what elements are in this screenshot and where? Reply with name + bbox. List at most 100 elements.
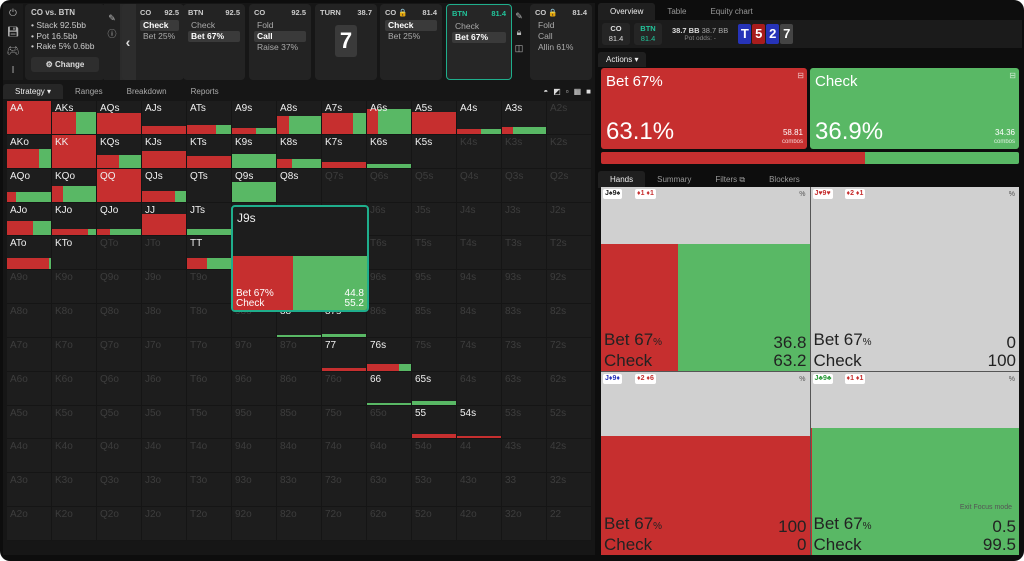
node-option[interactable]: Check — [385, 20, 437, 31]
hand-cell[interactable]: 54o — [412, 439, 457, 474]
hand-cell[interactable]: 32s — [547, 473, 592, 508]
hand-cell[interactable]: Q7s — [322, 168, 367, 203]
hand-cell[interactable]: K8o — [52, 304, 97, 338]
hand-cell[interactable]: A6s — [367, 101, 412, 135]
hand-cell[interactable]: A5s — [412, 101, 457, 135]
tab-equity-chart[interactable]: Equity chart — [710, 7, 753, 16]
hand-cell[interactable]: 55 — [412, 405, 457, 440]
hand-cell[interactable]: Q9o — [97, 270, 142, 305]
hand-cell[interactable]: J6o — [142, 371, 187, 406]
hand-cell[interactable]: JTs — [187, 202, 232, 237]
hand-cell[interactable]: Q5s — [412, 168, 457, 203]
hand-cell[interactable]: 92o — [232, 507, 277, 541]
hand-cell[interactable]: KQo — [52, 168, 97, 203]
node-option[interactable]: Allin 61% — [538, 42, 574, 52]
hand-cell[interactable]: J3s — [502, 202, 547, 237]
hand-cell[interactable]: 94s — [457, 270, 502, 305]
hand-cell[interactable]: ATo — [7, 236, 52, 271]
hand-cell[interactable]: A3s — [502, 101, 547, 135]
gamepad-icon[interactable]: 🎮︎ — [6, 46, 20, 57]
hand-cell[interactable]: 53o — [412, 473, 457, 508]
hand-cell[interactable]: J5o — [142, 405, 187, 440]
text-cursor-icon[interactable]: I — [11, 65, 15, 76]
hand-cell[interactable]: JJ — [142, 202, 187, 237]
hand-cell[interactable]: Q3s — [502, 168, 547, 203]
hand-cell[interactable]: A2o — [7, 507, 52, 541]
hand-cell[interactable]: J7o — [142, 337, 187, 372]
hand-cell[interactable]: 83o — [277, 473, 322, 508]
view-mode-icon[interactable]: ◓ — [543, 87, 549, 96]
hand-cell[interactable]: J4s — [457, 202, 502, 237]
hand-cell[interactable]: ATs — [187, 101, 232, 135]
hand-cell[interactable]: T9o — [187, 270, 232, 305]
hand-cell[interactable]: 42s — [547, 439, 592, 474]
exit-focus-mode[interactable]: Exit Focus mode — [959, 504, 1012, 511]
hand-cell[interactable]: 63o — [367, 473, 412, 508]
action-node-2[interactable]: CO 92.5 Fold Call Raise 37% — [249, 4, 311, 80]
hand-cell[interactable]: KJs — [142, 134, 187, 169]
hand-cell[interactable]: Q2s — [547, 168, 592, 203]
hand-cell[interactable]: 96o — [232, 371, 277, 406]
tab-blockers[interactable]: Blockers — [769, 175, 800, 184]
hand-cell[interactable]: 43o — [457, 473, 502, 508]
hand-cell[interactable]: Q3o — [97, 473, 142, 508]
pencil-icon[interactable]: ✎ — [108, 13, 116, 23]
hand-cell[interactable]: QJo — [97, 202, 142, 237]
node-option[interactable]: Raise 37% — [257, 42, 299, 52]
hand-cell[interactable]: K2o — [52, 507, 97, 541]
hand-cell[interactable]: K3s — [502, 134, 547, 169]
tab-hands[interactable]: Hands — [598, 171, 646, 188]
hand-cell[interactable]: K9o — [52, 270, 97, 305]
hand-cell[interactable]: 75o — [322, 405, 367, 440]
hand-cell[interactable]: A7o — [7, 337, 52, 372]
pencil-icon[interactable]: ✎ — [515, 11, 523, 21]
hand-cell[interactable]: 65o — [367, 405, 412, 440]
hand-cell[interactable]: 66 — [367, 371, 412, 406]
hand-cell[interactable]: 82s — [547, 304, 592, 338]
hand-cell[interactable]: 73s — [502, 337, 547, 372]
action-node-1[interactable]: BTN 92.5 Check Bet 67% — [183, 4, 245, 80]
hand-cell[interactable]: Q2o — [97, 507, 142, 541]
hand-cell[interactable]: A4o — [7, 439, 52, 474]
node-option[interactable]: Check — [455, 21, 480, 31]
node-option[interactable]: Check — [191, 20, 216, 30]
hand-cell[interactable]: Q5o — [97, 405, 142, 440]
hand-cell[interactable]: A3o — [7, 473, 52, 508]
focused-hand-popup[interactable]: J9s Bet 67% Check 44.8 55.2 — [231, 205, 369, 312]
hand-cell[interactable]: 72o — [322, 507, 367, 541]
hand-cell[interactable]: AKs — [52, 101, 97, 135]
hand-cell[interactable]: A9o — [7, 270, 52, 305]
hand-cell[interactable]: 64s — [457, 371, 502, 406]
hand-cell[interactable]: T7o — [187, 337, 232, 372]
hand-cell[interactable]: 53s — [502, 405, 547, 440]
hand-cell[interactable]: 82o — [277, 507, 322, 541]
save-icon[interactable]: 💾︎ — [6, 27, 20, 38]
hand-cell[interactable]: Q9s — [232, 168, 277, 203]
hand-cell[interactable]: A8o — [7, 304, 52, 338]
hand-cell[interactable]: 87o — [277, 337, 322, 372]
hand-cell[interactable]: T8o — [187, 304, 232, 338]
hand-cell[interactable]: 22 — [547, 507, 592, 541]
combo-cell[interactable]: J♠9♠ ♦1 ♦1 % Bet 67% Check 36.8 63.2 — [601, 187, 810, 371]
node-option[interactable]: Bet 25% — [388, 31, 421, 41]
hand-cell[interactable]: 65s — [412, 371, 457, 406]
tab-breakdown[interactable]: Breakdown — [126, 87, 167, 96]
hand-cell[interactable]: 52o — [412, 507, 457, 541]
percent-toggle[interactable]: % — [799, 191, 806, 198]
hand-cell[interactable]: TT — [187, 236, 232, 271]
view-toggle-icon[interactable]: ◩ — [553, 87, 561, 96]
hand-cell[interactable]: J4o — [142, 439, 187, 474]
node-option[interactable]: Check — [140, 20, 179, 31]
tab-overview[interactable]: Overview — [598, 3, 656, 20]
hand-cell[interactable]: AA — [7, 101, 52, 135]
minimize-icon[interactable]: ⊟ — [1009, 71, 1016, 80]
hand-cell[interactable]: K3o — [52, 473, 97, 508]
percent-toggle[interactable]: % — [1008, 191, 1015, 198]
hand-cell[interactable]: 97o — [232, 337, 277, 372]
hand-cell[interactable]: 94o — [232, 439, 277, 474]
hand-cell[interactable]: T5s — [412, 236, 457, 271]
hand-cell[interactable]: 74s — [457, 337, 502, 372]
power-icon[interactable]: ⏻ — [9, 8, 17, 19]
hand-cell[interactable]: 85s — [412, 304, 457, 338]
compare-icon[interactable]: ◫ — [514, 43, 524, 53]
